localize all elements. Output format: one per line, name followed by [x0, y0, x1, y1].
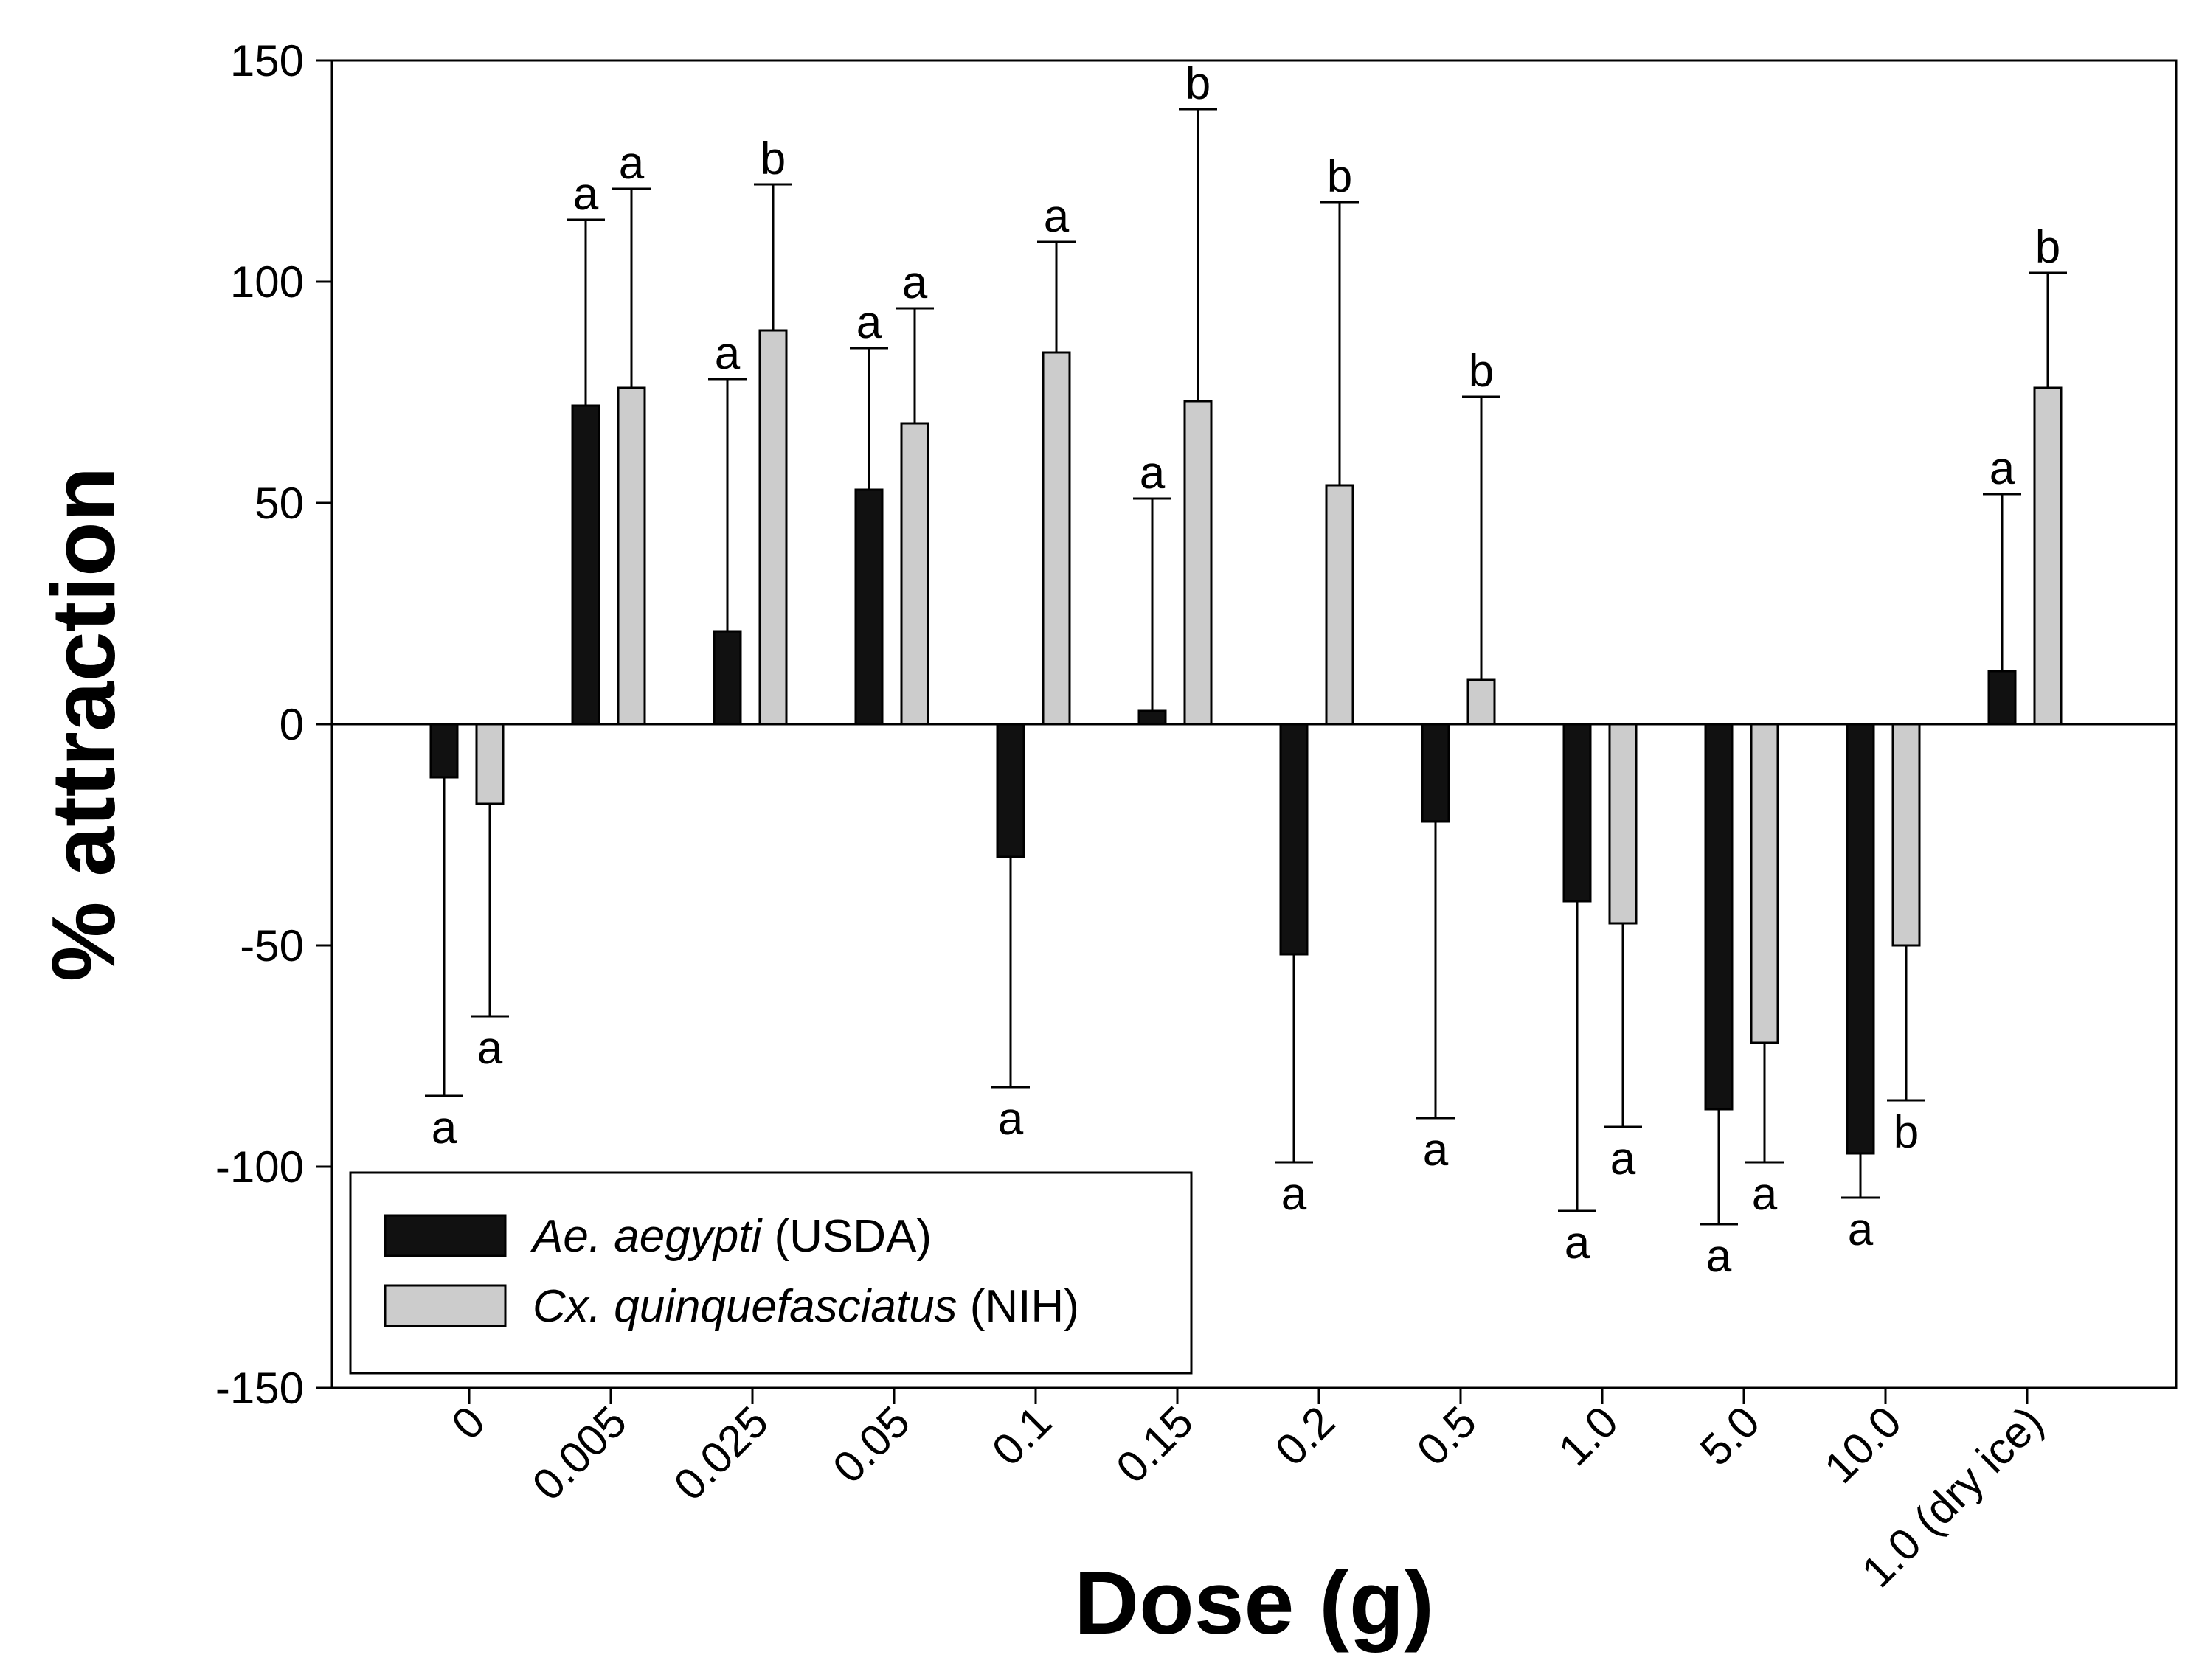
significance-letter: a	[477, 1023, 503, 1074]
bar-cx-quinquefasciatus	[1891, 723, 1921, 947]
bar-cx-quinquefasciatus	[900, 422, 929, 726]
x-tick-label: 0.2	[1266, 1397, 1344, 1475]
bar-cx-quinquefasciatus	[2033, 386, 2063, 726]
significance-letter: a	[1848, 1204, 1874, 1255]
x-axis-title: Dose (g)	[1074, 1552, 1434, 1653]
bar-ae-aegypti	[571, 404, 600, 726]
legend-rest-ae-aegypti: (USDA)	[761, 1211, 932, 1262]
bar-ae-aegypti	[1987, 670, 2017, 726]
bar-ae-aegypti	[854, 488, 884, 726]
significance-letter: a	[619, 138, 645, 189]
y-tick-label: 150	[230, 36, 304, 86]
legend-rest-cx-quinquefasciatus: (NIH)	[957, 1281, 1079, 1332]
legend-italic-cx-quinquefasciatus: Cx. quinquefasciatus	[533, 1281, 957, 1332]
significance-letter: a	[432, 1103, 457, 1153]
significance-letter: a	[1752, 1169, 1778, 1220]
y-tick-label: -100	[215, 1142, 304, 1192]
x-tick-label: 1.0	[1549, 1397, 1627, 1475]
y-tick-label: 0	[280, 700, 304, 749]
x-tick-label: 0.15	[1107, 1397, 1202, 1493]
y-tick-label: -50	[240, 921, 304, 971]
bar-ae-aegypti	[1421, 723, 1450, 823]
legend-swatch-cx-quinquefasciatus	[384, 1284, 507, 1327]
y-tick-label: 100	[230, 257, 304, 307]
x-tick-label: 0.5	[1407, 1397, 1486, 1475]
significance-letter: a	[1423, 1125, 1449, 1176]
bar-ae-aegypti	[996, 723, 1025, 858]
bar-cx-quinquefasciatus	[1325, 484, 1354, 726]
significance-letter: a	[573, 169, 599, 220]
significance-letter: a	[1990, 443, 2015, 494]
bar-cx-quinquefasciatus	[475, 723, 505, 805]
bar-cx-quinquefasciatus	[1750, 723, 1779, 1044]
significance-letter: a	[856, 297, 882, 348]
bar-ae-aegypti	[713, 630, 742, 726]
significance-letter: a	[1044, 191, 1070, 242]
bar-cx-quinquefasciatus	[758, 329, 788, 726]
legend-label-cx-quinquefasciatus: Cx. quinquefasciatus (NIH)	[533, 1281, 1079, 1332]
bar-ae-aegypti	[1704, 723, 1734, 1111]
x-tick-label: 0	[442, 1397, 494, 1449]
y-tick-label: 50	[254, 479, 304, 528]
significance-letter: b	[1894, 1107, 1919, 1158]
x-tick-label: 0.025	[665, 1397, 778, 1510]
significance-letter: b	[1469, 346, 1494, 397]
bar-ae-aegypti	[1846, 723, 1875, 1155]
legend-label-ae-aegypti: Ae. aegypti (USDA)	[530, 1211, 932, 1262]
significance-letter: a	[1706, 1231, 1732, 1282]
legend-italic-ae-aegypti: Ae. aegypti	[530, 1211, 763, 1262]
significance-letter: b	[761, 133, 786, 184]
x-tick-label: 0.05	[823, 1397, 919, 1493]
bar-cx-quinquefasciatus	[1183, 400, 1213, 726]
y-tick-label: -150	[215, 1364, 304, 1413]
significance-letter: a	[715, 328, 741, 379]
significance-letter: a	[1140, 448, 1166, 499]
y-axis-title: % attraction	[33, 467, 134, 982]
significance-letter: b	[1327, 151, 1352, 202]
x-tick-label: 0.1	[983, 1397, 1061, 1475]
bar-cx-quinquefasciatus	[617, 386, 646, 726]
y-axis: 150 100 50 0 -50 -100 -150	[215, 36, 332, 1413]
bar-ae-aegypti	[1279, 723, 1309, 956]
bar-ae-aegypti	[429, 723, 459, 779]
legend: Ae. aegypti (USDA) Cx. quinquefasciatus …	[349, 1171, 1193, 1375]
significance-letter: a	[1565, 1218, 1590, 1268]
significance-letter: a	[902, 257, 928, 308]
bar-cx-quinquefasciatus	[1466, 678, 1496, 726]
bar-ae-aegypti	[1137, 709, 1167, 726]
significance-letter: a	[1281, 1169, 1307, 1220]
x-tick-label: 5.0	[1691, 1397, 1769, 1475]
bar-ae-aegypti	[1562, 723, 1592, 903]
legend-box	[349, 1171, 1193, 1375]
significance-letter: b	[2035, 222, 2060, 273]
significance-letter: a	[998, 1094, 1024, 1145]
x-tick-label: 0.005	[523, 1397, 637, 1510]
significance-letter: b	[1185, 58, 1211, 109]
bar-cx-quinquefasciatus	[1608, 723, 1638, 925]
bar-cx-quinquefasciatus	[1042, 351, 1071, 726]
significance-letter: a	[1610, 1134, 1636, 1184]
legend-swatch-ae-aegypti	[384, 1214, 507, 1257]
x-tick-label: 10.0	[1815, 1397, 1911, 1493]
